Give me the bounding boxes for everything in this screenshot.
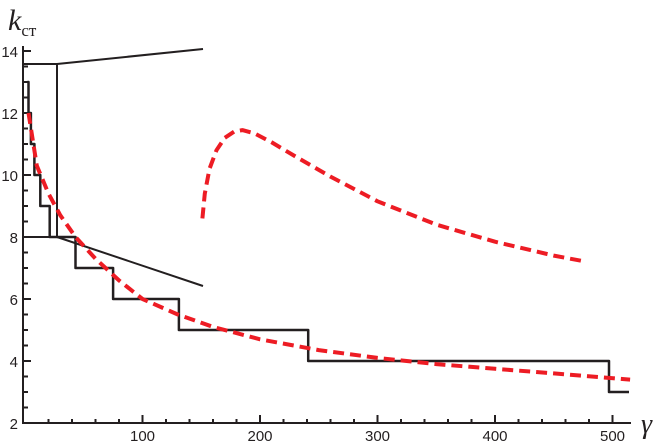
y-tick-label: 10	[1, 168, 18, 185]
inset-connector	[23, 48, 204, 287]
staircase-series	[27, 80, 629, 394]
y-axis: 2 4 6 8 10 12 14	[1, 44, 31, 433]
y-tick-label: 12	[1, 106, 18, 123]
y-tick-label: 14	[1, 44, 18, 61]
x-tick-label: 400	[482, 428, 507, 441]
y-axis-title: kст	[8, 4, 37, 40]
x-tick-label: 300	[365, 428, 390, 441]
y-tick-label: 8	[10, 230, 18, 247]
inset-approximation-series	[200, 128, 587, 264]
y-tick-label: 6	[10, 292, 18, 309]
y-tick-label: 4	[10, 354, 18, 371]
x-axis-title: γ	[641, 409, 653, 440]
y-tick-label: 2	[10, 416, 18, 433]
x-tick-label: 500	[600, 428, 625, 441]
x-tick-label: 100	[130, 428, 155, 441]
x-tick-label: 200	[247, 428, 272, 441]
approximation-series	[26, 112, 631, 382]
series-layer	[26, 80, 631, 394]
x-axis: 100 200 300 400 500	[22, 415, 631, 441]
